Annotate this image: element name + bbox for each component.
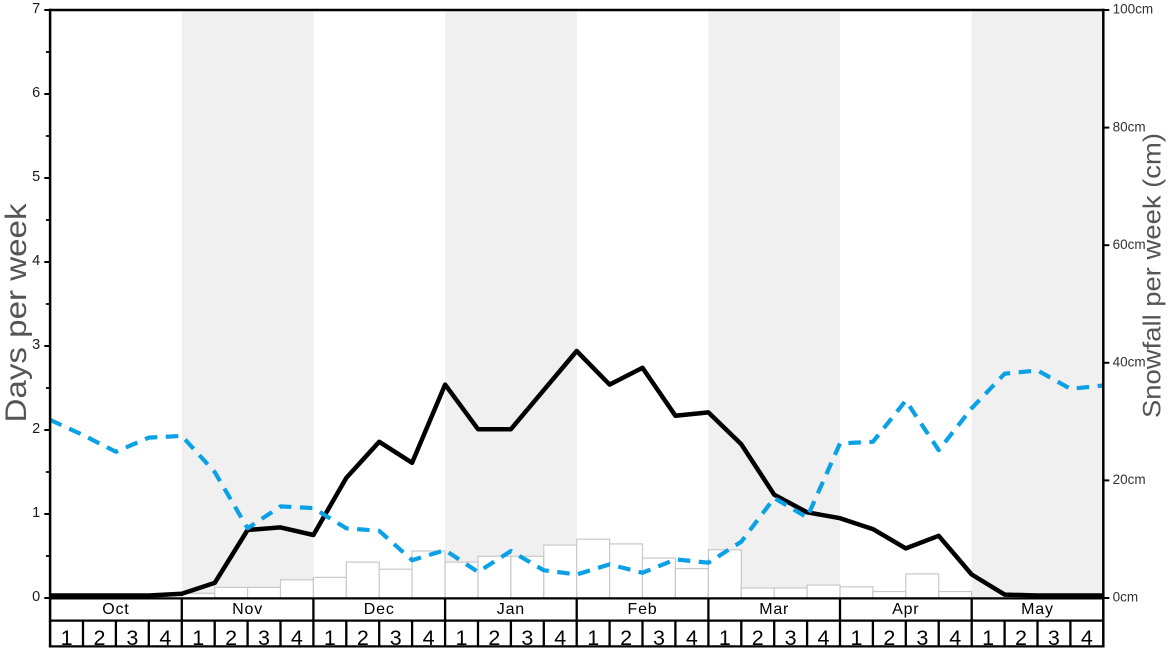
svg-text:3: 3	[126, 626, 138, 648]
svg-text:60cm: 60cm	[1113, 237, 1146, 252]
svg-text:Snowfall per week (cm): Snowfall per week (cm)	[1139, 133, 1167, 418]
svg-text:80cm: 80cm	[1113, 119, 1146, 134]
svg-text:1: 1	[851, 626, 863, 648]
svg-text:Oct: Oct	[102, 601, 129, 618]
svg-text:1: 1	[456, 626, 468, 648]
svg-text:2: 2	[357, 626, 369, 648]
svg-text:1: 1	[32, 505, 40, 521]
svg-text:2: 2	[620, 626, 632, 648]
svg-text:Apr: Apr	[892, 601, 919, 618]
svg-text:Jan: Jan	[497, 601, 525, 618]
svg-text:3: 3	[521, 626, 533, 648]
svg-text:2: 2	[752, 626, 764, 648]
svg-text:1: 1	[982, 626, 994, 648]
svg-text:5: 5	[32, 169, 40, 185]
svg-text:Mar: Mar	[759, 601, 789, 618]
svg-text:2: 2	[883, 626, 895, 648]
svg-text:Feb: Feb	[628, 601, 658, 618]
svg-text:0: 0	[32, 589, 40, 605]
svg-text:4: 4	[423, 626, 435, 648]
svg-text:4: 4	[818, 626, 830, 648]
svg-text:7: 7	[32, 1, 40, 17]
svg-text:2: 2	[94, 626, 106, 648]
svg-text:3: 3	[390, 626, 402, 648]
svg-text:100cm: 100cm	[1113, 2, 1154, 17]
svg-text:4: 4	[32, 253, 40, 269]
svg-text:40cm: 40cm	[1113, 355, 1146, 370]
svg-text:3: 3	[32, 337, 40, 353]
svg-text:4: 4	[159, 626, 171, 648]
svg-text:Days per week: Days per week	[0, 202, 33, 422]
svg-text:1: 1	[587, 626, 599, 648]
svg-text:1: 1	[192, 626, 204, 648]
svg-text:3: 3	[1048, 626, 1060, 648]
svg-text:3: 3	[785, 626, 797, 648]
svg-text:4: 4	[949, 626, 961, 648]
svg-text:2: 2	[225, 626, 237, 648]
svg-text:May: May	[1021, 601, 1054, 618]
svg-text:3: 3	[258, 626, 270, 648]
svg-text:4: 4	[291, 626, 303, 648]
svg-text:2: 2	[32, 421, 40, 437]
svg-text:4: 4	[686, 626, 698, 648]
svg-text:20cm: 20cm	[1113, 472, 1146, 487]
svg-text:1: 1	[61, 626, 73, 648]
svg-text:Nov: Nov	[232, 601, 263, 618]
svg-text:Dec: Dec	[364, 601, 395, 618]
svg-text:2: 2	[1015, 626, 1027, 648]
svg-text:3: 3	[653, 626, 665, 648]
svg-text:3: 3	[916, 626, 928, 648]
svg-text:4: 4	[554, 626, 566, 648]
svg-text:1: 1	[324, 626, 336, 648]
svg-text:6: 6	[32, 85, 40, 101]
svg-text:4: 4	[1081, 626, 1093, 648]
svg-text:0cm: 0cm	[1113, 590, 1139, 605]
svg-text:1: 1	[719, 626, 731, 648]
svg-text:2: 2	[488, 626, 500, 648]
